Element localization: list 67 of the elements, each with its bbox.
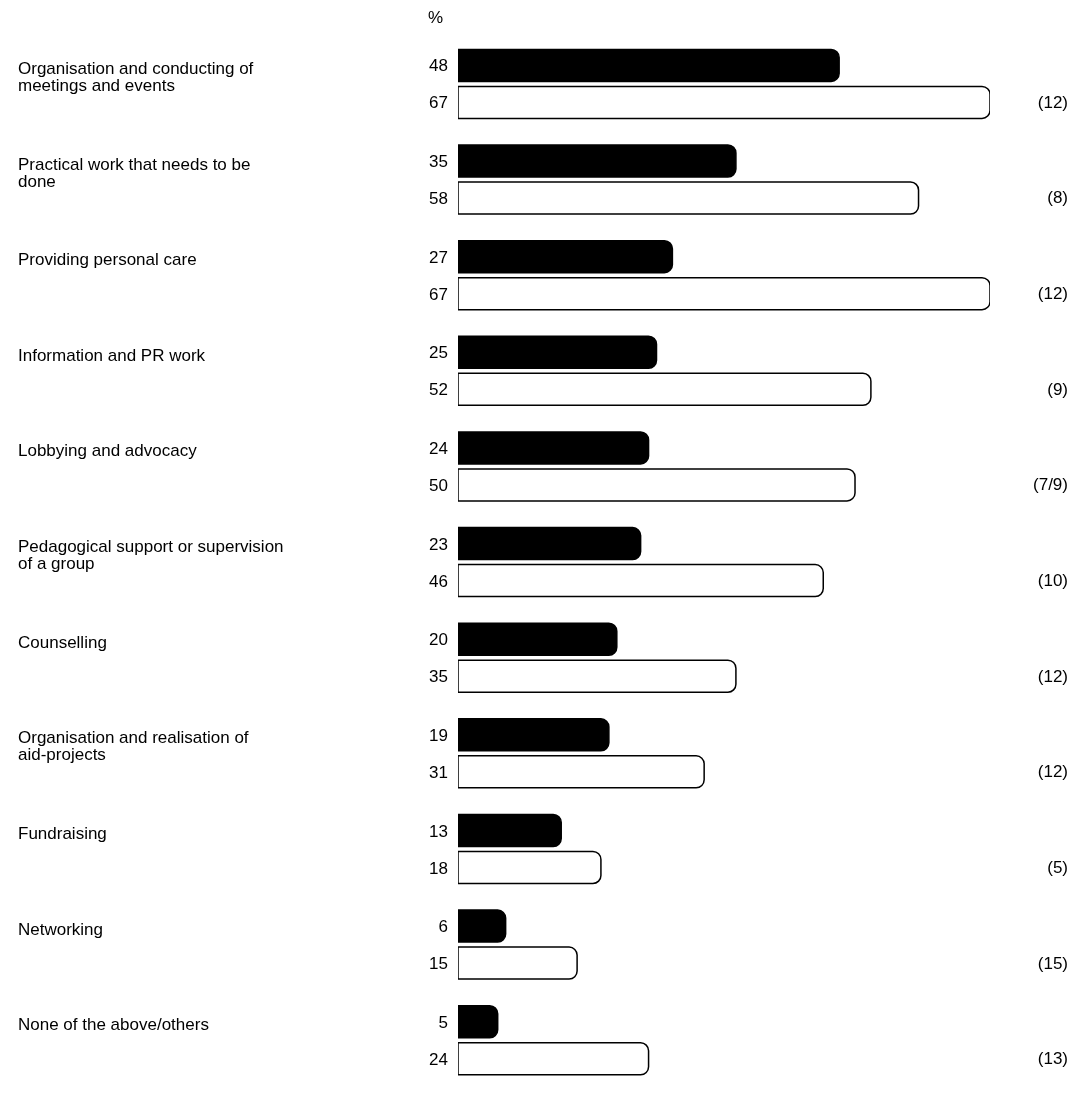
y-tick-label: Information and PR work [18,345,206,365]
y-tick-label: Providing personal care [18,250,197,270]
bar [458,181,920,215]
bar [458,1042,650,1076]
bar [458,85,990,120]
bar [458,144,737,178]
data-label: 58 [429,189,448,209]
data-label: 19 [429,725,448,745]
text: (12) [1037,284,1068,304]
bar [458,755,705,789]
data-label: 27 [429,247,448,267]
bar [458,239,674,274]
data-label: 31 [429,762,448,782]
bar [458,372,872,407]
data-label: 25 [429,343,448,363]
bar [458,850,602,885]
text: (12) [1037,762,1068,782]
text: (8) [1047,188,1068,208]
bar [458,946,578,980]
text: (15) [1037,953,1068,973]
data-label: 24 [429,1049,448,1069]
text: % [428,8,444,28]
bar [458,909,507,943]
data-label: 6 [438,917,448,937]
text: (12) [1037,666,1068,686]
data-label: 24 [429,438,448,458]
text: (12) [1037,92,1068,112]
bar [458,276,990,311]
bar [458,718,610,752]
bar [458,468,856,502]
text: (13) [1037,1049,1068,1069]
data-label: 15 [429,954,448,974]
text: (7/9) [1033,475,1068,495]
y-tick-label: Practical work that needs to be done [18,154,251,191]
data-label: 35 [429,152,448,172]
data-label: 18 [429,858,448,878]
y-tick-label: Counselling [18,632,107,652]
y-tick-label: Organisation and conducting of meetings and events [18,58,254,95]
bar [458,659,737,693]
text: (10) [1037,571,1068,590]
text: (5) [1047,857,1068,877]
data-label: 13 [429,821,448,841]
data-label: 5 [438,1012,448,1032]
bar [458,622,618,656]
y-tick-label: Lobbying and advocacy [18,441,198,461]
data-label: 23 [429,534,448,554]
data-label: 52 [429,380,448,400]
data-label: 35 [429,667,448,687]
bar [458,813,562,848]
data-label: 67 [429,93,448,113]
y-tick-label: Fundraising [18,823,107,843]
bar [458,1005,499,1039]
y-tick-label: Pedagogical support or supervision of a group [18,537,284,574]
data-label: 46 [429,571,448,591]
y-tick-label: Networking [18,919,104,939]
bar [458,431,650,465]
data-label: 20 [429,630,448,650]
y-tick-label: Organisation and realisation of aid-projects [18,728,249,765]
y-tick-label: None of the above/others [18,1015,209,1035]
data-label: 50 [429,475,448,495]
bar [458,48,840,83]
bar [458,335,658,370]
data-label: 67 [429,284,448,304]
bar [458,526,642,561]
bar [458,563,824,598]
text: (9) [1047,379,1068,399]
data-label: 48 [429,56,448,76]
